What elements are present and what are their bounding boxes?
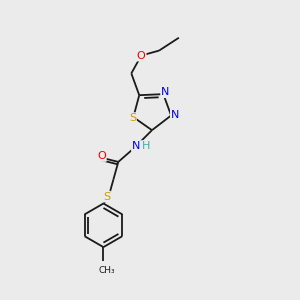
Text: CH₃: CH₃	[98, 266, 115, 275]
Text: S: S	[129, 113, 136, 123]
Text: N: N	[132, 141, 140, 151]
Text: O: O	[97, 151, 106, 161]
Text: S: S	[103, 192, 110, 202]
Text: H: H	[142, 141, 150, 151]
Text: N: N	[171, 110, 179, 121]
Text: N: N	[161, 87, 170, 97]
Text: O: O	[137, 51, 146, 61]
